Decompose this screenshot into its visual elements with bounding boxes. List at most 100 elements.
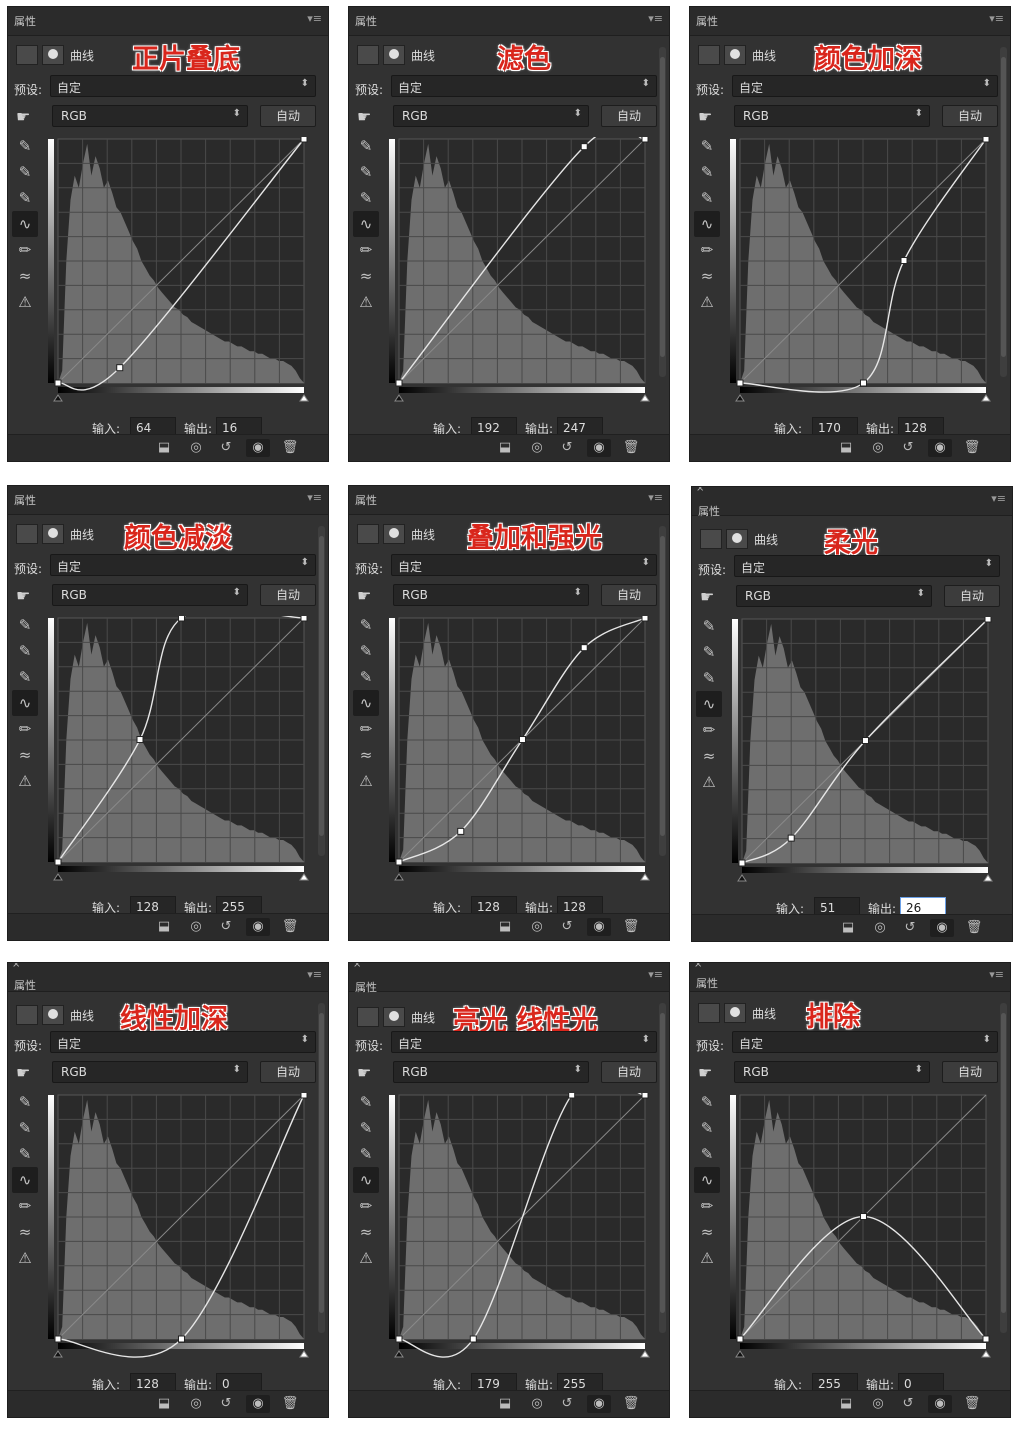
clipping-warning-icon[interactable]: ⚠	[359, 1249, 373, 1267]
channel-select[interactable]: RGB ⬍	[393, 105, 589, 127]
smooth-curve-icon[interactable]: ≈	[700, 1223, 714, 1241]
smooth-curve-icon[interactable]: ≈	[359, 746, 373, 764]
eyedropper-black-icon[interactable]: ✎	[18, 616, 32, 634]
channel-select[interactable]: RGB ⬍	[52, 1061, 248, 1083]
curve-control-point[interactable]	[54, 379, 62, 387]
white-point-slider[interactable]	[299, 873, 309, 881]
reset-icon[interactable]: ↺	[561, 919, 573, 934]
eye-icon[interactable]: ◉	[587, 1395, 611, 1413]
clipping-warning-icon[interactable]: ⚠	[700, 1249, 714, 1267]
input-field[interactable]: 128	[130, 1373, 176, 1395]
smooth-curve-icon[interactable]: ≈	[700, 267, 714, 285]
view-previous-state-icon[interactable]: ◎	[190, 1396, 202, 1411]
clip-to-layer-icon[interactable]: ⬓	[157, 1396, 171, 1411]
panel-menu-icon[interactable]: ▾≡	[307, 491, 322, 504]
channel-select[interactable]: RGB ⬍	[393, 1061, 589, 1083]
tone-curve[interactable]	[57, 1094, 305, 1358]
tone-curve[interactable]	[398, 1093, 646, 1358]
reset-icon[interactable]: ↺	[220, 1396, 232, 1411]
pencil-draw-icon[interactable]: ✏	[18, 1197, 32, 1215]
close-icon[interactable]: ×	[696, 486, 705, 494]
black-point-slider[interactable]	[394, 873, 404, 881]
pencil-draw-icon[interactable]: ✏	[359, 1197, 373, 1215]
eyedropper-gray-icon[interactable]: ✎	[359, 163, 373, 181]
reset-icon[interactable]: ↺	[220, 919, 232, 934]
curves-adjustment-icon[interactable]	[357, 1007, 379, 1027]
channel-select[interactable]: RGB ⬍	[734, 105, 930, 127]
close-icon[interactable]: ×	[694, 962, 703, 970]
curve-control-point[interactable]	[300, 1093, 308, 1099]
clipping-warning-icon[interactable]: ⚠	[18, 772, 32, 790]
clip-to-layer-icon[interactable]: ⬓	[839, 440, 853, 455]
panel-menu-icon[interactable]: ▾≡	[989, 12, 1004, 25]
pencil-draw-icon[interactable]: ✏	[18, 720, 32, 738]
black-point-slider[interactable]	[735, 1350, 745, 1358]
curve-control-point[interactable]	[738, 859, 746, 867]
curves-adjustment-icon[interactable]	[16, 1005, 38, 1025]
panel-menu-icon[interactable]: ▾≡	[648, 491, 663, 504]
curve-graph[interactable]	[387, 1093, 651, 1361]
pencil-draw-icon[interactable]: ✏	[700, 241, 714, 259]
smooth-curve-icon[interactable]: ≈	[359, 267, 373, 285]
curve-control-point[interactable]	[568, 1093, 576, 1099]
preset-select[interactable]: 自定 ⬍	[732, 1031, 998, 1053]
reset-icon[interactable]: ↺	[904, 920, 916, 935]
pencil-draw-icon[interactable]: ✏	[359, 241, 373, 259]
curve-points-icon[interactable]: ∿	[694, 211, 720, 237]
white-point-slider[interactable]	[299, 1350, 309, 1358]
curve-control-point[interactable]	[395, 858, 403, 866]
eyedropper-black-icon[interactable]: ✎	[359, 1093, 373, 1111]
view-previous-state-icon[interactable]: ◎	[531, 1396, 543, 1411]
channel-select[interactable]: RGB ⬍	[393, 584, 589, 606]
clipping-warning-icon[interactable]: ⚠	[702, 773, 716, 791]
black-point-slider[interactable]	[53, 394, 63, 402]
smooth-curve-icon[interactable]: ≈	[18, 267, 32, 285]
eyedropper-gray-icon[interactable]: ✎	[18, 163, 32, 181]
auto-button[interactable]: 自动	[601, 105, 657, 127]
eyedropper-gray-icon[interactable]: ✎	[18, 1119, 32, 1137]
preset-select[interactable]: 自定 ⬍	[50, 1031, 316, 1053]
curve-control-point[interactable]	[861, 737, 869, 745]
eye-icon[interactable]: ◉	[587, 918, 611, 936]
target-adjust-hand-icon[interactable]: ☛	[698, 107, 713, 126]
clip-to-layer-icon[interactable]: ⬓	[157, 919, 171, 934]
tone-curve[interactable]	[57, 138, 305, 391]
curve-graph[interactable]	[730, 617, 994, 885]
eyedropper-black-icon[interactable]: ✎	[700, 1093, 714, 1111]
scrollbar[interactable]	[659, 47, 666, 377]
reset-icon[interactable]: ↺	[902, 440, 914, 455]
curve-control-point[interactable]	[518, 736, 526, 744]
pencil-draw-icon[interactable]: ✏	[18, 241, 32, 259]
channel-select[interactable]: RGB ⬍	[734, 1061, 930, 1083]
preset-select[interactable]: 自定 ⬍	[50, 75, 316, 97]
smooth-curve-icon[interactable]: ≈	[18, 746, 32, 764]
reset-icon[interactable]: ↺	[561, 1396, 573, 1411]
trash-icon[interactable]: 🗑	[281, 1396, 299, 1411]
panel-menu-icon[interactable]: ▾≡	[307, 968, 322, 981]
output-field[interactable]: 128	[898, 417, 944, 439]
curve-control-point[interactable]	[395, 379, 403, 387]
close-icon[interactable]: ×	[353, 962, 362, 970]
tone-curve[interactable]	[739, 138, 987, 393]
curve-control-point[interactable]	[580, 644, 588, 652]
view-previous-state-icon[interactable]: ◎	[531, 440, 543, 455]
curve-points-icon[interactable]: ∿	[12, 211, 38, 237]
curve-points-icon[interactable]: ∿	[353, 1167, 379, 1193]
curve-graph[interactable]	[728, 1093, 992, 1361]
auto-button[interactable]: 自动	[260, 1061, 316, 1083]
curve-graph[interactable]	[387, 137, 651, 405]
trash-icon[interactable]: 🗑	[963, 440, 981, 455]
clipping-warning-icon[interactable]: ⚠	[700, 293, 714, 311]
eye-icon[interactable]: ◉	[246, 918, 270, 936]
curve-control-point[interactable]	[859, 379, 867, 387]
pencil-draw-icon[interactable]: ✏	[359, 720, 373, 738]
layer-mask-icon[interactable]	[383, 45, 405, 65]
curve-control-point[interactable]	[457, 827, 465, 835]
view-previous-state-icon[interactable]: ◎	[874, 920, 886, 935]
curve-points-icon[interactable]: ∿	[12, 690, 38, 716]
output-field[interactable]: 255	[557, 1373, 603, 1395]
target-adjust-hand-icon[interactable]: ☛	[700, 587, 715, 606]
clip-to-layer-icon[interactable]: ⬓	[157, 440, 171, 455]
channel-select[interactable]: RGB ⬍	[52, 584, 248, 606]
white-point-slider[interactable]	[299, 394, 309, 402]
